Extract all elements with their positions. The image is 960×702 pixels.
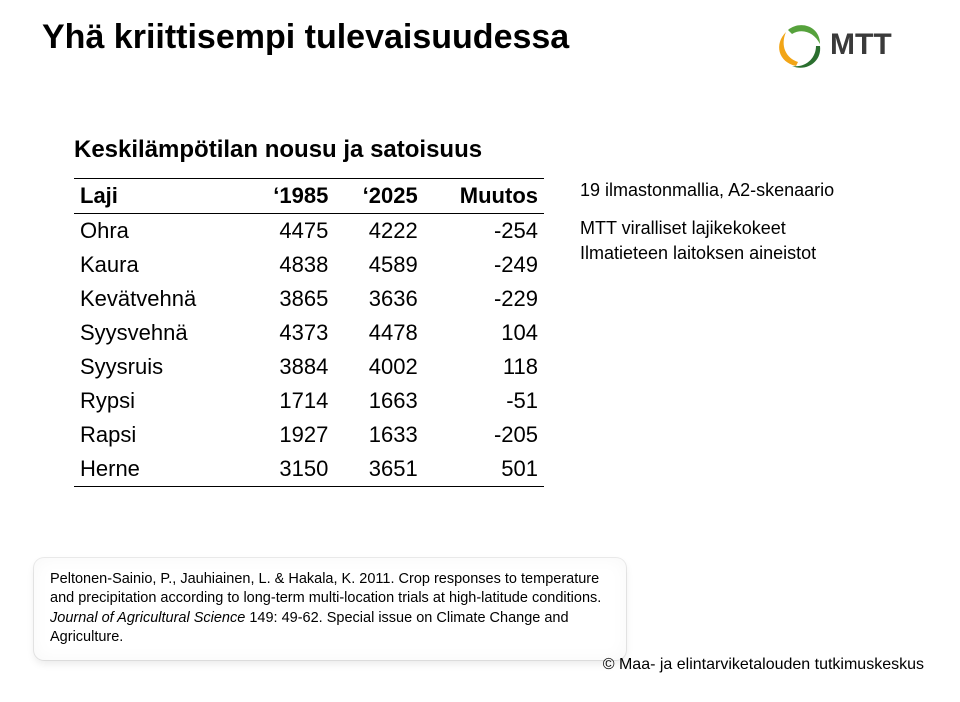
table-row: Kaura48384589-249 [74, 248, 544, 282]
table-cell: -254 [424, 214, 544, 249]
side-note-line: MTT viralliset lajikekokeet [580, 216, 880, 240]
col-header: Muutos [424, 179, 544, 214]
side-notes: 19 ilmastonmallia, A2-skenaario MTT vira… [580, 178, 880, 265]
table-cell: 4478 [334, 316, 423, 350]
table-cell: Kevätvehnä [74, 282, 245, 316]
mtt-logo-svg: MTT [770, 16, 920, 72]
citation-box: Peltonen-Sainio, P., Jauhiainen, L. & Ha… [34, 558, 626, 660]
page-title: Yhä kriittisempi tulevaisuudessa [42, 18, 569, 57]
logo-swirl-icon [779, 32, 798, 66]
col-header: Laji [74, 179, 245, 214]
table-cell: 3884 [245, 350, 334, 384]
table-body: Ohra44754222-254Kaura48384589-249Kevätve… [74, 214, 544, 487]
table-cell: 4222 [334, 214, 423, 249]
citation-authors: Peltonen-Sainio, P., Jauhiainen, L. & Ha… [50, 571, 399, 587]
table-cell: 104 [424, 316, 544, 350]
table-cell: Kaura [74, 248, 245, 282]
footer-credit: © Maa- ja elintarviketalouden tutkimuske… [603, 656, 924, 674]
table-cell: Rapsi [74, 418, 245, 452]
table-row: Syysruis38844002118 [74, 350, 544, 384]
side-note-line: Ilmatieteen laitoksen aineistot [580, 241, 880, 265]
table-cell: 4475 [245, 214, 334, 249]
table-row: Rapsi19271633-205 [74, 418, 544, 452]
citation-pages: 149: 49-62. [249, 610, 326, 626]
table-cell: 4589 [334, 248, 423, 282]
table-row: Herne31503651501 [74, 452, 544, 487]
table-cell: 118 [424, 350, 544, 384]
col-header: ‘2025 [334, 179, 423, 214]
table-row: Kevätvehnä38653636-229 [74, 282, 544, 316]
table-row: Syysvehnä43734478104 [74, 316, 544, 350]
table-cell: -229 [424, 282, 544, 316]
logo-swirl-icon [788, 25, 820, 44]
table-cell: 1633 [334, 418, 423, 452]
table-cell: -249 [424, 248, 544, 282]
table-cell: 4838 [245, 248, 334, 282]
table-cell: 1927 [245, 418, 334, 452]
table-cell: Syysruis [74, 350, 245, 384]
sub-heading: Keskilämpötilan nousu ja satoisuus [74, 136, 482, 164]
table-cell: Herne [74, 452, 245, 487]
table-cell: 3636 [334, 282, 423, 316]
mtt-logo: MTT [770, 16, 920, 77]
side-note-line: 19 ilmastonmallia, A2-skenaario [580, 178, 880, 202]
table-cell: 1714 [245, 384, 334, 418]
table-row: Ohra44754222-254 [74, 214, 544, 249]
logo-text: MTT [830, 28, 892, 61]
table-cell: Rypsi [74, 384, 245, 418]
data-table: Laji ‘1985 ‘2025 Muutos Ohra44754222-254… [74, 178, 544, 487]
table-row: Rypsi17141663-51 [74, 384, 544, 418]
table-cell: Syysvehnä [74, 316, 245, 350]
table-cell: -51 [424, 384, 544, 418]
table-cell: 501 [424, 452, 544, 487]
table-cell: -205 [424, 418, 544, 452]
table-cell: 3865 [245, 282, 334, 316]
citation-journal: Journal of Agricultural Science [50, 610, 245, 626]
table-cell: 4002 [334, 350, 423, 384]
table-header-row: Laji ‘1985 ‘2025 Muutos [74, 179, 544, 214]
table-cell: 1663 [334, 384, 423, 418]
col-header: ‘1985 [245, 179, 334, 214]
table-cell: 3651 [334, 452, 423, 487]
table-cell: Ohra [74, 214, 245, 249]
table-cell: 3150 [245, 452, 334, 487]
table-cell: 4373 [245, 316, 334, 350]
